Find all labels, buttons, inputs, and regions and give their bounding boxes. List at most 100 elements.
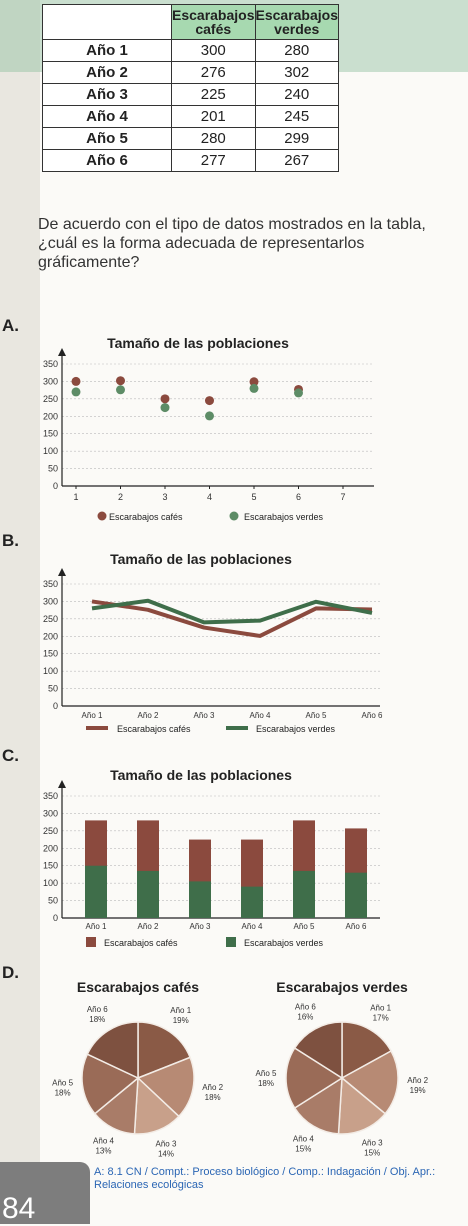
bar-verdes bbox=[137, 870, 159, 918]
y-axis-arrow bbox=[58, 568, 66, 576]
x-tick-label: Año 1 bbox=[82, 711, 103, 720]
y-tick-label: 100 bbox=[43, 666, 58, 676]
pie-value: 18% bbox=[89, 1015, 105, 1024]
y-tick-label: 300 bbox=[43, 596, 58, 606]
x-tick-label: Año 6 bbox=[346, 922, 367, 931]
y-tick-label: 0 bbox=[53, 913, 58, 923]
bar-verdes bbox=[241, 886, 263, 918]
pie-value: 18% bbox=[258, 1079, 274, 1088]
legend-label: Escarabajos verdes bbox=[256, 724, 336, 734]
pie-label: Año 3 bbox=[156, 1140, 177, 1149]
y-tick-label: 300 bbox=[43, 808, 58, 818]
y-tick-label: 350 bbox=[43, 791, 58, 801]
pie-value: 19% bbox=[410, 1086, 426, 1095]
pie-slice bbox=[337, 1076, 387, 1135]
legend-label: Escarabajos verdes bbox=[244, 938, 324, 948]
x-tick-label: 1 bbox=[73, 492, 78, 502]
table-row: Año 5 280 299 bbox=[42, 127, 339, 150]
data-point bbox=[294, 388, 303, 398]
chart-title: Tamaño de las poblaciones bbox=[110, 767, 292, 783]
pie-value: 14% bbox=[158, 1150, 174, 1159]
data-point bbox=[116, 376, 125, 386]
scatter-chart: Tamaño de las poblaciones 0 50 100 150 200 250… bbox=[43, 335, 374, 522]
line-chart: Tamaño de las poblaciones 0 50 100 150 200 250… bbox=[43, 551, 383, 734]
chart-title: Tamaño de las poblaciones bbox=[107, 335, 289, 351]
pie-label: Año 1 bbox=[370, 1004, 391, 1013]
pie-title: Escarabajos verdes bbox=[276, 979, 408, 995]
y-tick-label: 0 bbox=[53, 701, 58, 711]
y-tick-label: 250 bbox=[43, 394, 58, 404]
option-b-label: B. bbox=[2, 531, 19, 550]
y-tick-label: 300 bbox=[43, 376, 58, 386]
x-tick-label: 5 bbox=[251, 492, 256, 502]
x-tick-label: 7 bbox=[340, 492, 345, 502]
x-tick-label: Año 3 bbox=[190, 922, 211, 931]
y-tick-label: 150 bbox=[43, 429, 58, 439]
legend-swatch-verdes bbox=[226, 937, 236, 947]
pie-slice bbox=[341, 1021, 393, 1080]
legend-swatch-cafes bbox=[86, 937, 96, 947]
pie-label: Año 6 bbox=[87, 1005, 108, 1014]
chart-a-panel: Tamaño de las poblaciones 0 50 100 150 200 250… bbox=[22, 330, 392, 530]
pie-label: Año 4 bbox=[93, 1137, 114, 1146]
y-tick-label: 100 bbox=[43, 878, 58, 888]
table-row: Año 3 225 240 bbox=[42, 83, 339, 106]
chart-c-panel: Tamaño de las poblaciones 0 50 100 150 200 250… bbox=[22, 762, 392, 962]
data-point bbox=[160, 394, 170, 404]
pie-slice bbox=[293, 1076, 343, 1135]
data-point bbox=[160, 403, 170, 413]
y-tick-label: 0 bbox=[53, 481, 58, 491]
data-point bbox=[71, 376, 81, 386]
pie-value: 13% bbox=[95, 1147, 111, 1156]
x-tick-label: Año 2 bbox=[138, 711, 159, 720]
pie-label: Año 4 bbox=[293, 1134, 314, 1143]
y-tick-label: 50 bbox=[48, 464, 58, 474]
data-point bbox=[116, 385, 125, 395]
y-axis-arrow bbox=[58, 348, 66, 356]
x-tick-label: Año 5 bbox=[306, 711, 327, 720]
data-point bbox=[249, 383, 259, 393]
pie-value: 15% bbox=[364, 1149, 380, 1158]
data-point bbox=[249, 377, 259, 387]
table-row: Año 2 276 302 bbox=[42, 61, 339, 84]
y-axis-arrow bbox=[58, 780, 66, 788]
y-tick-label: 200 bbox=[43, 631, 58, 641]
table-row: Año 4 201 245 bbox=[42, 105, 339, 128]
y-tick-label: 350 bbox=[43, 359, 58, 369]
table-row: Año 1 300 280 bbox=[42, 39, 339, 62]
x-tick-label: 2 bbox=[118, 492, 123, 502]
y-tick-label: 200 bbox=[43, 843, 58, 853]
question-text: De acuerdo con el tipo de datos mostrado… bbox=[38, 216, 426, 271]
chart-b-panel: Tamaño de las poblaciones 0 50 100 150 200 250… bbox=[22, 546, 392, 746]
x-tick-label: Año 6 bbox=[362, 711, 383, 720]
population-table: Escarabajos cafés Escarabajos verdes Año 1… bbox=[42, 4, 339, 172]
x-tick-label: Año 3 bbox=[194, 711, 215, 720]
pie-value: 15% bbox=[295, 1144, 311, 1153]
pie-value: 18% bbox=[205, 1093, 221, 1102]
x-tick-label: Año 1 bbox=[86, 922, 107, 931]
pie-title: Escarabajos cafés bbox=[77, 979, 199, 995]
chart-d-panel: Escarabajos cafés Año 1 19% Año 2 18% Año 3 14… bbox=[40, 978, 440, 1168]
pie-slice bbox=[285, 1046, 344, 1110]
pie-slice bbox=[137, 1021, 192, 1080]
data-point bbox=[71, 387, 81, 397]
x-tick-label: 3 bbox=[162, 492, 167, 502]
x-tick-label: Año 4 bbox=[242, 922, 263, 931]
option-d-label: D. bbox=[2, 963, 19, 982]
pie-value: 17% bbox=[373, 1014, 389, 1023]
y-tick-label: 200 bbox=[43, 411, 58, 421]
legend-swatch-verdes bbox=[229, 511, 239, 521]
footer-reference: A: 8.1 CN / Compt.: Proceso biológico / … bbox=[94, 1166, 436, 1191]
bar-chart: Tamaño de las poblaciones 0 50 100 150 200 250… bbox=[43, 767, 380, 948]
pie-label: Año 5 bbox=[256, 1069, 277, 1078]
bar-verdes bbox=[345, 872, 367, 918]
pie-label: Año 2 bbox=[407, 1076, 428, 1085]
header-cafes: Escarabajos cafés bbox=[171, 4, 256, 40]
pie-label: Año 2 bbox=[202, 1083, 223, 1092]
bar-verdes bbox=[189, 881, 211, 918]
y-tick-label: 50 bbox=[48, 684, 58, 694]
y-tick-label: 350 bbox=[43, 579, 58, 589]
series-line bbox=[91, 598, 373, 625]
legend-label: Escarabajos cafés bbox=[117, 724, 191, 734]
